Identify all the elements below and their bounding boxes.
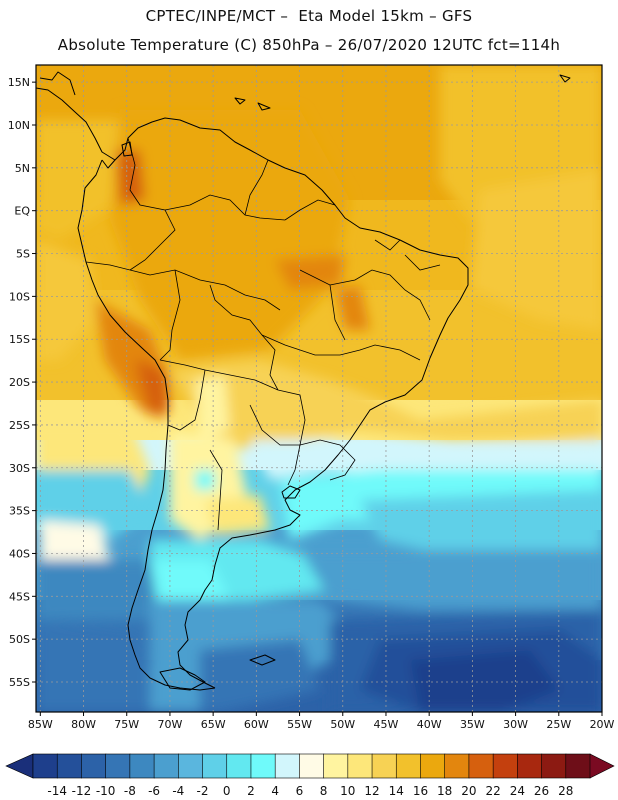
colorbar-swatch (444, 753, 470, 779)
colorbar-label: -10 (96, 784, 116, 798)
colorbar-label: 16 (413, 784, 428, 798)
lat-label: 5S (16, 248, 30, 261)
lat-label: 15S (9, 333, 30, 346)
lon-label: 85W (28, 718, 53, 731)
lat-label: 40S (9, 547, 30, 560)
lat-label: EQ (14, 205, 30, 218)
colorbar: -14 -12 -10 -8 -6 -4 -2 0 2 4 6 8 10 12 14 16 18 20 22 24 26… (5, 753, 615, 798)
colorbar-swatch (32, 753, 58, 779)
colorbar-swatch (468, 753, 494, 779)
lon-label: 60W (244, 718, 269, 731)
lon-label: 35W (460, 718, 485, 731)
colorbar-swatch (395, 753, 422, 779)
lon-label: 40W (417, 718, 442, 731)
coastline (36, 71, 571, 691)
lat-label: 5N (15, 162, 30, 175)
lon-label: 55W (287, 718, 312, 731)
colorbar-labels: -14 -12 -10 -8 -6 -4 -2 0 2 4 6 8 10 12 14 16 18 20 22 24 26… (47, 784, 573, 798)
colorbar-label: 22 (485, 784, 500, 798)
colorbar-swatch (153, 753, 179, 779)
colorbar-swatch (274, 753, 300, 779)
colorbar-label: 10 (340, 784, 355, 798)
lon-label: 50W (330, 718, 355, 731)
lat-label: 20S (9, 376, 30, 389)
colorbar-label: 14 (389, 784, 404, 798)
colorbar-label: 2 (247, 784, 255, 798)
colorbar-swatch (56, 753, 83, 779)
colorbar-label: -8 (124, 784, 136, 798)
lat-label: 30S (9, 462, 30, 475)
colorbar-swatches (5, 753, 615, 779)
lon-label: 75W (114, 718, 139, 731)
colorbar-label: 8 (320, 784, 328, 798)
lon-label: 65W (201, 718, 226, 731)
colorbar-label: -12 (72, 784, 92, 798)
map-frame (35, 64, 603, 713)
lon-label: 30W (503, 718, 528, 731)
colorbar-label: 12 (364, 784, 379, 798)
colorbar-label: 26 (534, 784, 549, 798)
colorbar-label: 28 (558, 784, 573, 798)
country-borders (85, 137, 441, 531)
temperature-field (36, 65, 602, 712)
colorbar-swatch (347, 753, 373, 779)
longitude-labels: 85W 80W 75W 70W 65W 60W 55W 50W 45W 40W 35W 30W 25W 2… (28, 712, 615, 731)
colorbar-label: 20 (461, 784, 476, 798)
colorbar-swatch (81, 753, 107, 779)
colorbar-swatch (565, 753, 591, 779)
colorbar-over-arrow (589, 753, 615, 779)
lon-label: 45W (374, 718, 399, 731)
lat-label: 50S (9, 633, 30, 646)
colorbar-label: 4 (271, 784, 279, 798)
lon-label: 20W (590, 718, 615, 731)
lat-label: 45S (9, 590, 30, 603)
colorbar-label: -14 (47, 784, 67, 798)
colorbar-swatch (420, 753, 446, 779)
colorbar-swatch (202, 753, 228, 779)
colorbar-swatch (226, 753, 252, 779)
lat-label: 15N (8, 76, 30, 89)
lat-label: 25S (9, 419, 30, 432)
colorbar-swatch (299, 753, 325, 779)
latitude-labels: 15N 10N 5N EQ 5S 10S 15S 20S 25S 30S 35S 40S 45S 50S 5… (8, 76, 36, 689)
map-title: CPTEC/INPE/MCT – Eta Model 15km – GFS (145, 7, 473, 25)
temperature-map: 15N 10N 5N EQ 5S 10S 15S 20S 25S 30S 35S 40S 45S 50S 5… (8, 64, 615, 731)
colorbar-label: 6 (296, 784, 304, 798)
colorbar-label: 18 (437, 784, 452, 798)
colorbar-swatch (371, 753, 397, 779)
colorbar-swatch (250, 753, 276, 779)
colorbar-swatch (541, 753, 567, 779)
colorbar-swatch (323, 753, 349, 779)
lon-label: 70W (158, 718, 183, 731)
lon-label: 25W (546, 718, 571, 731)
colorbar-swatch (517, 753, 543, 779)
lat-label: 55S (9, 676, 30, 689)
map-subtitle: Absolute Temperature (C) 850hPa – 26/07/… (57, 36, 561, 54)
colorbar-label: -2 (197, 784, 209, 798)
colorbar-under-arrow (5, 753, 34, 779)
colorbar-swatch (492, 753, 518, 779)
colorbar-label: 24 (510, 784, 525, 798)
lat-label: 35S (9, 505, 30, 518)
lat-label: 10N (8, 119, 30, 132)
colorbar-swatch (178, 753, 204, 779)
colorbar-swatch (105, 753, 131, 779)
lon-label: 80W (71, 718, 96, 731)
colorbar-swatch (129, 753, 155, 779)
colorbar-label: 0 (223, 784, 231, 798)
colorbar-label: -6 (148, 784, 160, 798)
colorbar-label: -4 (172, 784, 184, 798)
graticule (36, 65, 602, 712)
lat-label: 10S (9, 290, 30, 303)
